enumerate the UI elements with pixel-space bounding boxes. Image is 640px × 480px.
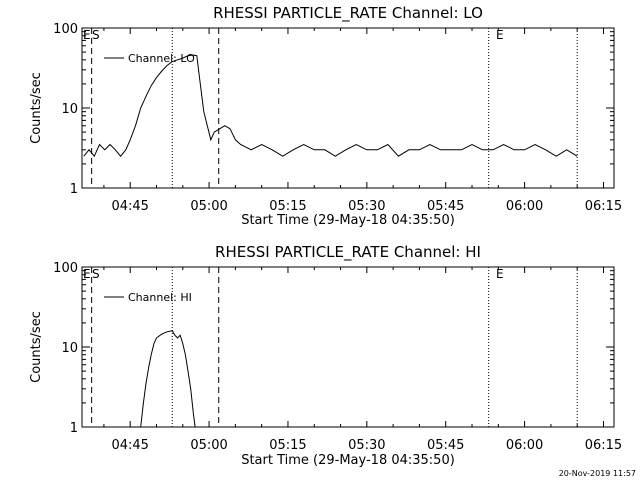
- marker-e-start-hi: E: [83, 267, 91, 281]
- x-tick-label-hi: 04:45: [111, 438, 148, 453]
- chart-title-lo: RHESSI PARTICLE_RATE Channel: LO: [213, 4, 483, 23]
- y-axis-label-hi: Counts/sec: [29, 311, 44, 383]
- y-axis-label-lo: Counts/sec: [29, 72, 44, 144]
- x-tick-label-hi: 05:15: [269, 438, 306, 453]
- x-tick-label-hi: 06:00: [506, 438, 543, 453]
- chart-title-hi: RHESSI PARTICLE_RATE Channel: HI: [215, 243, 481, 262]
- series-line-lo: [83, 54, 578, 158]
- x-axis-label-hi: Start Time (29-May-18 04:35:50): [241, 453, 455, 468]
- series-line-hi: [140, 330, 196, 428]
- marker-e-start-lo: E: [83, 28, 91, 42]
- x-tick-label-lo: 05:45: [427, 199, 464, 214]
- marker-s-lo: S: [92, 28, 100, 42]
- x-tick-label-hi: 06:15: [585, 438, 622, 453]
- y-tick-label-lo: 100: [53, 22, 78, 37]
- x-tick-label-hi: 05:00: [190, 438, 227, 453]
- x-tick-label-lo: 06:00: [506, 199, 543, 214]
- marker-e-lo: E: [496, 28, 504, 42]
- legend-label-hi: Channel: HI: [128, 291, 192, 304]
- y-tick-label-lo: 1: [70, 182, 78, 197]
- panel-lo: RHESSI PARTICLE_RATE Channel: LO Counts/…: [29, 4, 622, 228]
- legend-label-lo: Channel: LO: [128, 52, 195, 65]
- footer-timestamp: 20-Nov-2019 11:57: [559, 469, 636, 478]
- panel-hi: RHESSI PARTICLE_RATE Channel: HI Counts/…: [29, 243, 622, 468]
- x-tick-label-lo: 06:15: [585, 199, 622, 214]
- x-tick-label-hi: 05:45: [427, 438, 464, 453]
- y-tick-label-hi: 1: [70, 421, 78, 436]
- x-tick-label-hi: 05:30: [348, 438, 385, 453]
- x-tick-label-lo: 05:30: [348, 199, 385, 214]
- x-tick-label-lo: 05:15: [269, 199, 306, 214]
- x-tick-label-lo: 04:45: [111, 199, 148, 214]
- marker-e-hi: E: [496, 267, 504, 281]
- y-tick-label-hi: 100: [53, 261, 78, 276]
- y-tick-label-hi: 10: [61, 341, 78, 356]
- y-tick-label-lo: 10: [61, 102, 78, 117]
- x-axis-label-lo: Start Time (29-May-18 04:35:50): [241, 213, 455, 228]
- x-tick-label-lo: 05:00: [190, 199, 227, 214]
- marker-s-hi: S: [92, 267, 100, 281]
